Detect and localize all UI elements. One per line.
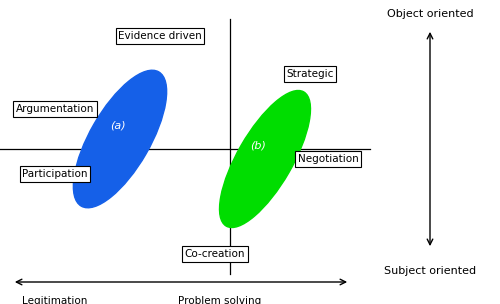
Text: Legitimation: Legitimation (22, 296, 88, 304)
Text: Evidence driven: Evidence driven (118, 31, 202, 41)
Text: Strategic: Strategic (286, 69, 334, 79)
Text: Subject oriented: Subject oriented (384, 266, 476, 276)
Ellipse shape (74, 70, 166, 208)
Text: Problem solving: Problem solving (178, 296, 262, 304)
Text: Object oriented: Object oriented (386, 9, 474, 19)
Text: (a): (a) (110, 121, 126, 131)
Ellipse shape (220, 91, 310, 227)
Text: Argumentation: Argumentation (16, 104, 94, 114)
Text: (b): (b) (250, 141, 266, 151)
Text: Participation: Participation (22, 169, 88, 179)
Text: Negotiation: Negotiation (298, 154, 358, 164)
Text: Co-creation: Co-creation (185, 249, 245, 259)
